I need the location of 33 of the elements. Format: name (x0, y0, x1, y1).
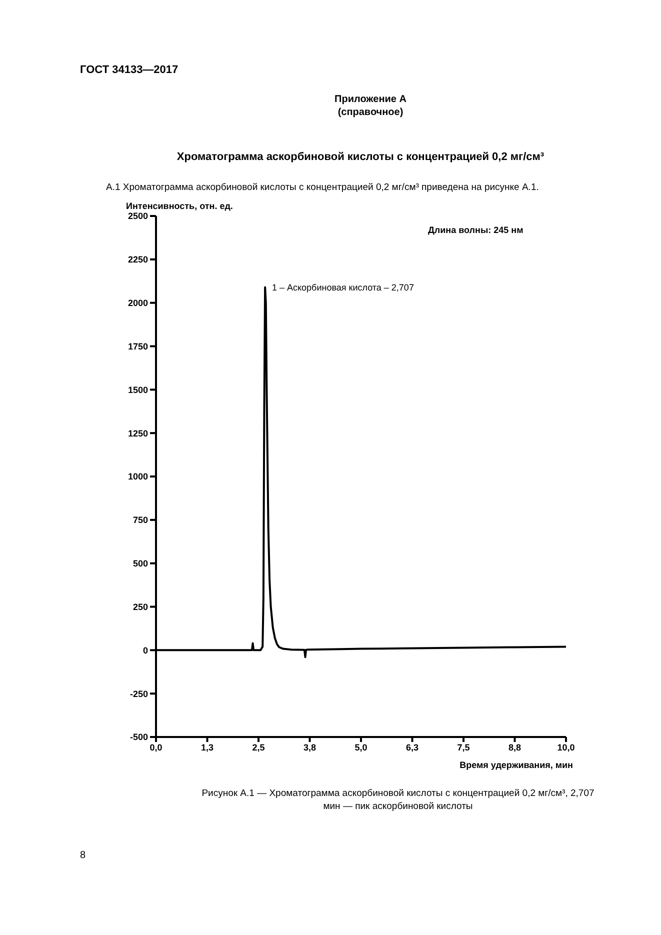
chart-subtitle: А.1 Хроматограмма аскорбиновой кислоты с концентрацией 0,2 мг/см³ приведена на рисунке А.1. (106, 182, 539, 193)
x-tick-label: 8,8 (508, 742, 522, 752)
y-tick-label: -250 (130, 688, 148, 699)
x-tick-label: 10,0 (557, 742, 575, 752)
y-tick-label: 1000 (128, 472, 148, 482)
text: Приложение А (334, 94, 408, 105)
y-tick-label: 2500 (128, 211, 148, 222)
x-tick-label: 3,8 (303, 742, 316, 752)
x-axis-title: Время удерживания, мин (458, 760, 573, 770)
x-tick-label: 1,3 (200, 742, 214, 752)
chart-title: Хроматограмма аскорбиновой кислоты с концентрацией 0,2 мг/см³ (176, 151, 546, 163)
annotation: 1 – Аскорбиновая кислота – 2,707 (272, 282, 414, 292)
y-tick-label: 500 (132, 558, 148, 569)
y-tick-label: 2250 (128, 254, 148, 265)
text: ГОСТ 34133—2017 (80, 64, 178, 76)
x-tick-label: 5,0 (354, 742, 368, 752)
x-tick-label: 7,5 (457, 742, 470, 752)
text: (справочное) (336, 107, 404, 118)
y-tick-label: 750 (132, 515, 148, 526)
text: 8 (80, 850, 86, 861)
text: Рисунок А.1 — Хроматограмма аскорбиновой кислоты с концентрацией 0,2 мг/см³, 2,707 мин — пик аскорбиновой кислоты (200, 787, 596, 813)
x-tick-label: 0,0 (150, 742, 162, 752)
y-tick-label: 1250 (128, 428, 148, 438)
y-tick-label: -500 (130, 732, 148, 742)
x-tick-label: 6,3 (406, 742, 419, 752)
y-tick-label: 1750 (128, 341, 148, 352)
y-axis-title: Интенсивность, отн. ед. (126, 201, 233, 211)
x-tick-label: 2,5 (252, 742, 265, 752)
y-tick-label: 0 (142, 645, 148, 656)
annotation: Длина волны: 245 нм (428, 225, 524, 235)
y-tick-label: 250 (132, 602, 148, 612)
y-tick-label: 1500 (128, 384, 148, 395)
y-tick-label: 2000 (128, 298, 148, 308)
